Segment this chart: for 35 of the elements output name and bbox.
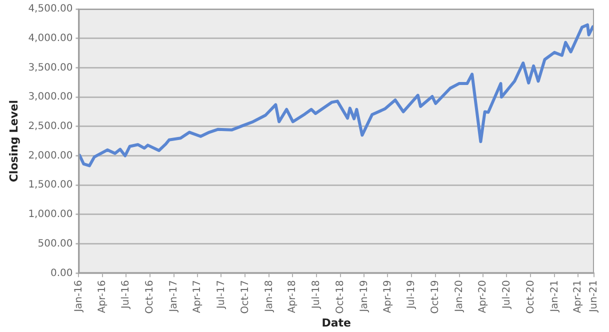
x-tick-label: Oct-17 <box>240 280 251 314</box>
y-tick-label: 500.00 <box>38 238 73 250</box>
x-tick-label: Jan-18 <box>264 280 275 313</box>
x-tick-label: Jan-19 <box>358 280 370 313</box>
x-tick-label: Oct-18 <box>334 280 346 314</box>
x-tick-label: Jul-17 <box>216 280 227 310</box>
x-tick-label: Oct-16 <box>144 280 156 314</box>
y-tick-label: 1,000.00 <box>28 209 73 220</box>
x-tick-label: Jan-20 <box>454 280 465 313</box>
x-tick-label: Apr-21 <box>572 280 584 314</box>
y-tick-label: 4,000.00 <box>28 32 73 44</box>
x-tick-label: Apr-20 <box>478 280 489 314</box>
y-tick-label: 3,500.00 <box>28 62 73 74</box>
x-tick-label: Jan-16 <box>73 280 84 313</box>
y-tick-label: 3,000.00 <box>28 92 73 103</box>
x-tick-label: Jun-21 <box>588 280 600 314</box>
y-tick-label: 2,000.00 <box>28 150 73 162</box>
x-tick-label: Apr-19 <box>382 280 394 314</box>
x-tick-label: Apr-18 <box>287 280 298 314</box>
y-tick-label: 0.00 <box>50 268 73 279</box>
x-tick-label: Apr-16 <box>97 280 108 314</box>
x-tick-label: Jan-17 <box>168 280 180 313</box>
x-tick-label: Jul-18 <box>310 280 322 310</box>
x-tick-label: Jan-21 <box>549 280 560 313</box>
x-axis-title: Date <box>322 316 352 330</box>
y-tick-label: 1,500.00 <box>28 180 73 191</box>
x-tick-label: Oct-19 <box>430 280 441 314</box>
x-tick-label: Jul-20 <box>501 280 512 310</box>
x-tick-label: Oct-20 <box>525 280 536 314</box>
x-tick-label: Jul-16 <box>120 280 132 310</box>
x-tick-label: Jul-19 <box>406 280 417 310</box>
y-axis-title: Closing Level <box>7 100 20 182</box>
y-tick-label: 2,500.00 <box>28 121 73 132</box>
y-tick-label: 4,500.00 <box>28 4 73 15</box>
x-tick-label: Apr-17 <box>192 280 204 314</box>
